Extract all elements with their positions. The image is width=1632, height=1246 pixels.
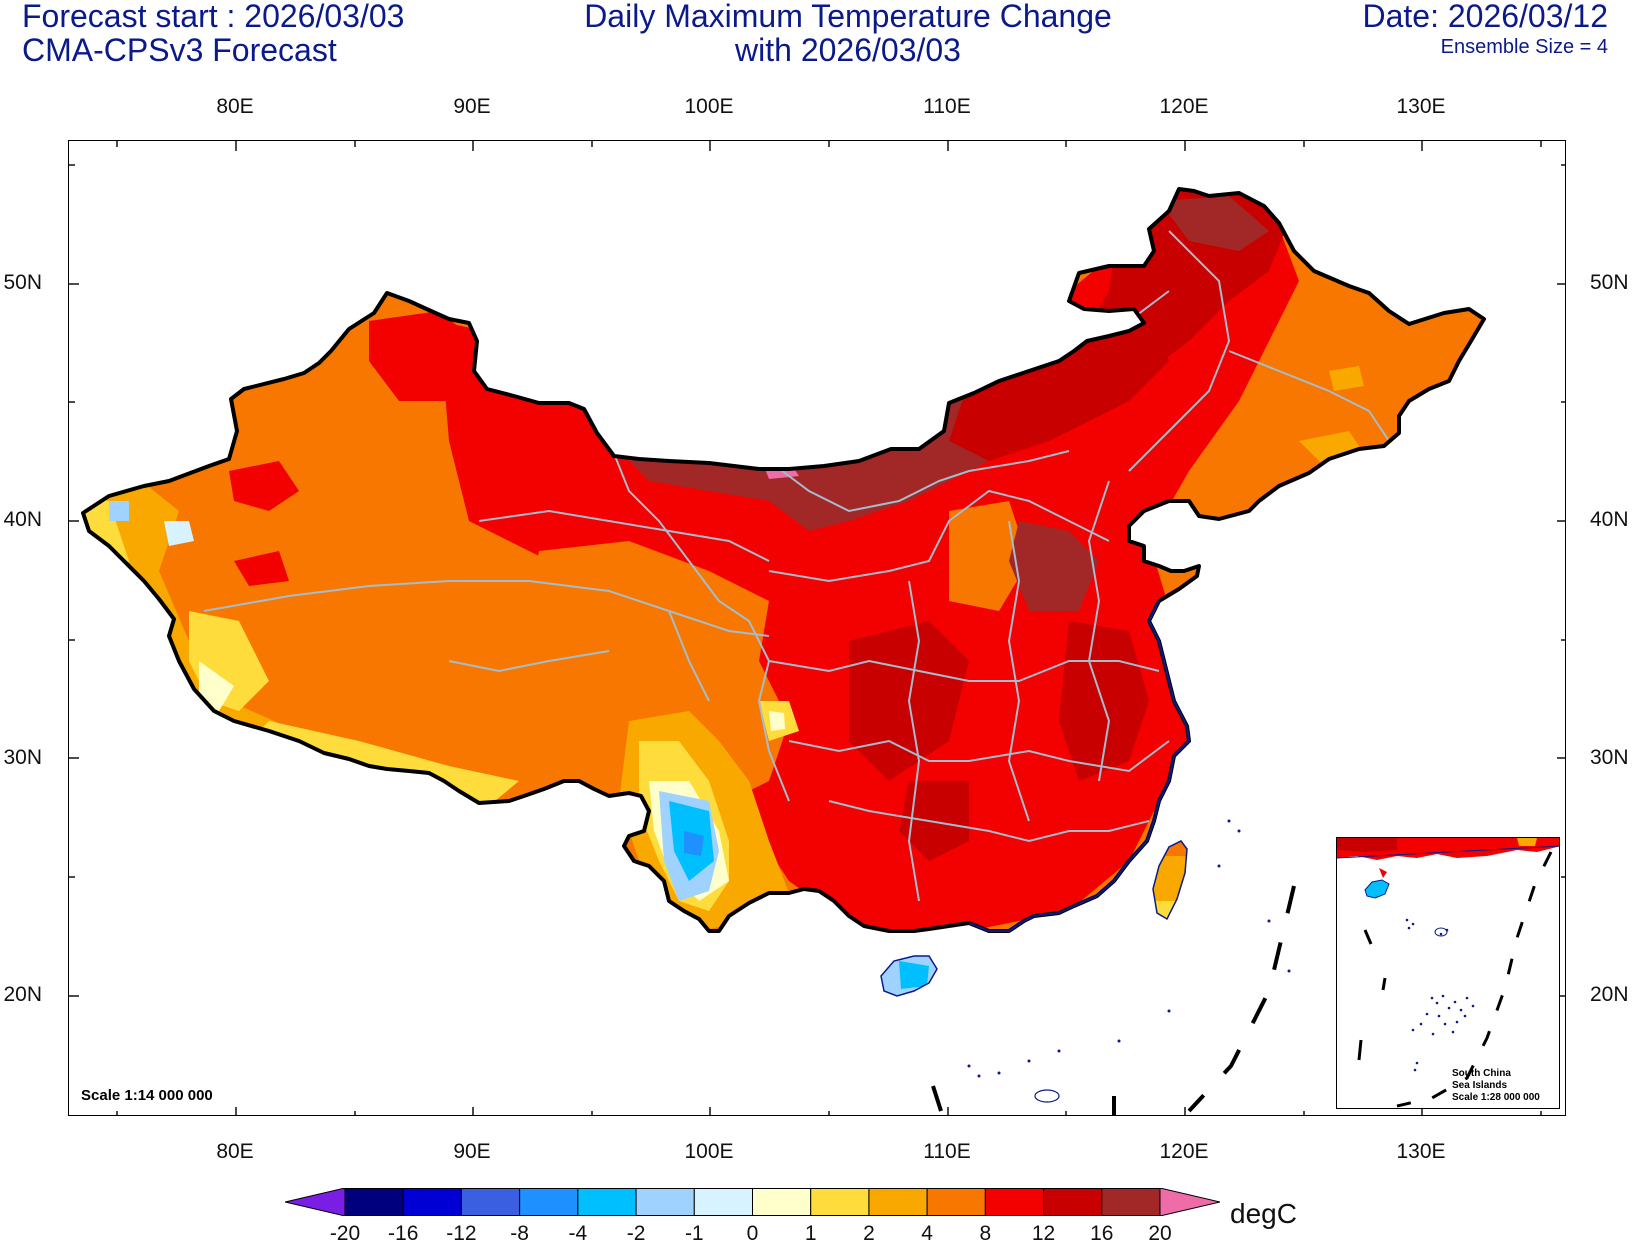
colorbar-box xyxy=(402,1188,462,1216)
lat-label-left: 30N xyxy=(3,746,42,769)
colorbar-tick-label: -12 xyxy=(446,1222,477,1245)
colorbar-box xyxy=(635,1188,695,1216)
lon-label-bottom: 90E xyxy=(453,1140,491,1163)
inset-caption: South China Sea Islands Scale 1:28 000 0… xyxy=(1452,1068,1540,1104)
forecast-date-text: Date: 2026/03/12 xyxy=(1362,0,1608,34)
inset-caption-line: South China xyxy=(1452,1068,1511,1079)
lon-label-top: 100E xyxy=(684,95,734,118)
coastline xyxy=(968,600,1191,932)
colorbar-tick-label: -8 xyxy=(510,1222,529,1245)
lon-label-bottom: 120E xyxy=(1159,1140,1209,1163)
colorbar-tick-label: 8 xyxy=(979,1222,992,1245)
lon-label-bottom: 100E xyxy=(684,1140,734,1163)
province-boundaries xyxy=(203,230,1390,902)
temperature-change-map xyxy=(69,141,1565,1115)
map-scale-note: Scale 1:14 000 000 xyxy=(81,1087,213,1104)
colorbar-tick-label: -2 xyxy=(626,1222,646,1245)
colorbar-box xyxy=(984,1188,1045,1216)
axis-ticks xyxy=(69,141,1565,1115)
colorbar-tick-label: -4 xyxy=(568,1222,588,1245)
maritime-dashed-line xyxy=(1187,885,1296,1113)
model-name-text: CMA-CPSv3 Forecast xyxy=(22,32,337,68)
ensemble-size-text: Ensemble Size = 4 xyxy=(1440,36,1608,58)
colorbar-unit: degC xyxy=(1230,1198,1297,1229)
colorbar-tick-label: -16 xyxy=(388,1222,419,1245)
lon-label-top: 110E xyxy=(923,95,971,118)
colorbar-box xyxy=(577,1188,637,1216)
colorbar-tick-label: -1 xyxy=(684,1222,704,1245)
lat-label-left: 50N xyxy=(3,271,42,294)
map-panel: Scale 1:14 000 000 xyxy=(68,140,1566,1116)
lat-label-left: 20N xyxy=(3,983,42,1006)
colorbar-box xyxy=(868,1188,928,1216)
colorbar-box xyxy=(693,1188,753,1216)
lat-label-right: 40N xyxy=(1590,508,1629,531)
colorbar-box xyxy=(460,1188,521,1216)
colorbar-arrow-low xyxy=(285,1188,346,1216)
colorbar-box xyxy=(752,1188,812,1216)
south-china-sea-inset: South China Sea Islands Scale 1:28 000 0… xyxy=(1336,837,1560,1109)
lon-label-top: 80E xyxy=(216,95,254,118)
lat-label-right: 50N xyxy=(1590,271,1629,294)
colorbar-tick-label: 4 xyxy=(921,1222,933,1245)
colorbar xyxy=(285,1188,1220,1216)
colorbar-tick-label: 16 xyxy=(1090,1222,1114,1245)
forecast-start-text: Forecast start : 2026/03/03 xyxy=(22,0,405,34)
maritime-dashed-line xyxy=(931,1085,943,1112)
colorbar-arrow-high xyxy=(1159,1188,1220,1216)
lon-label-bottom: 110E xyxy=(923,1140,971,1163)
colorbar-tick-label: 20 xyxy=(1148,1222,1172,1245)
colorbar-tick-label: -20 xyxy=(329,1222,361,1245)
colorbar-box xyxy=(519,1188,579,1216)
lon-label-bottom: 80E xyxy=(216,1140,254,1163)
colorbar-box xyxy=(926,1188,986,1216)
island-dots xyxy=(967,819,1291,1078)
colorbar-box xyxy=(810,1188,870,1216)
lat-label-right: 30N xyxy=(1590,746,1629,769)
page-subtitle: with 2026/03/03 xyxy=(735,32,961,68)
lon-label-top: 130E xyxy=(1396,95,1446,118)
page-title: Daily Maximum Temperature Change xyxy=(584,0,1112,34)
colorbar-box xyxy=(1043,1188,1103,1216)
inset-caption-line: Scale 1:28 000 000 xyxy=(1452,1092,1540,1103)
colorbar-tick-label: 12 xyxy=(1031,1222,1056,1245)
colorbar-tick-label: 0 xyxy=(746,1222,759,1245)
inset-map xyxy=(1337,838,1559,1108)
colorbar-box xyxy=(1101,1188,1161,1216)
lon-label-top: 90E xyxy=(453,95,491,118)
lon-label-top: 120E xyxy=(1159,95,1209,118)
reef-outline xyxy=(1034,1089,1060,1103)
lat-label-right: 20N xyxy=(1590,983,1629,1006)
inset-caption-line: Sea Islands xyxy=(1452,1080,1508,1091)
colorbar-tick-label: 1 xyxy=(804,1222,817,1245)
lat-label-left: 40N xyxy=(3,508,42,531)
colorbar-box xyxy=(344,1188,404,1216)
colorbar-tick-label: 2 xyxy=(863,1222,875,1245)
lon-label-bottom: 130E xyxy=(1396,1140,1446,1163)
